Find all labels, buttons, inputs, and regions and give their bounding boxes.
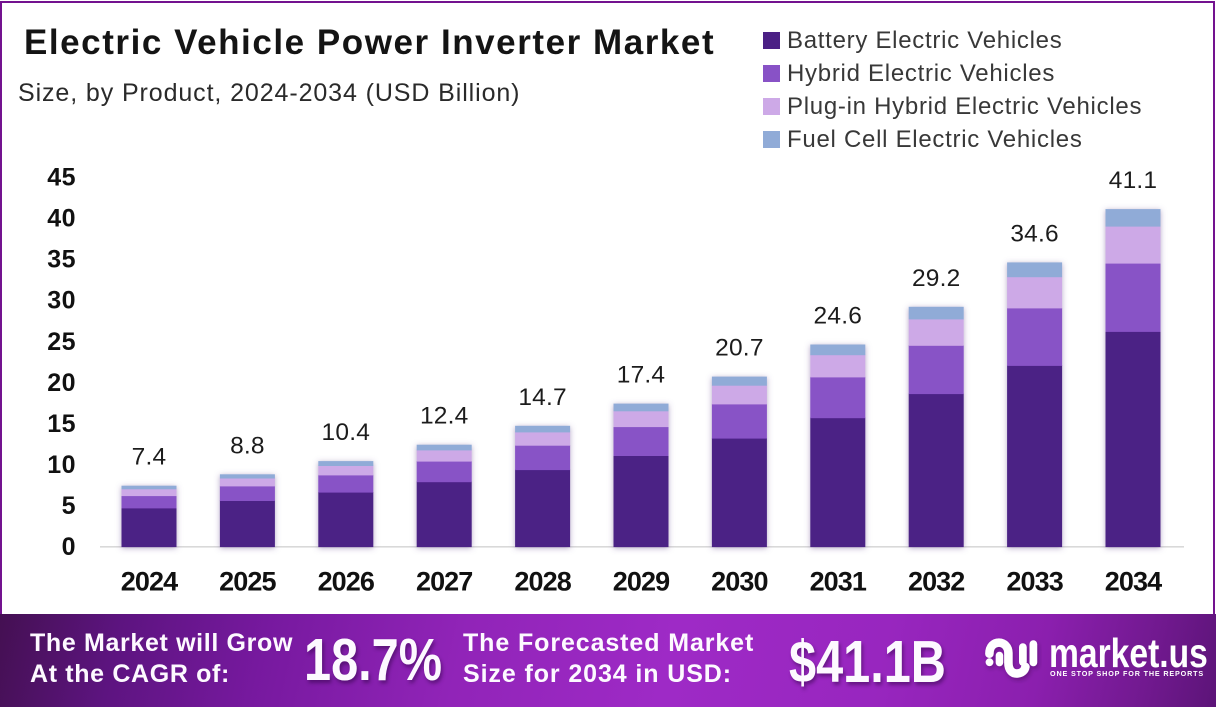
svg-text:2032: 2032 [908, 567, 964, 597]
svg-text:29.2: 29.2 [912, 265, 960, 292]
svg-text:34.6: 34.6 [1010, 220, 1058, 247]
svg-text:15: 15 [47, 410, 76, 438]
svg-text:20: 20 [47, 369, 76, 397]
svg-text:2027: 2027 [416, 567, 472, 597]
svg-text:2031: 2031 [810, 567, 867, 597]
svg-text:40: 40 [47, 205, 76, 233]
svg-text:12.4: 12.4 [420, 403, 468, 430]
svg-text:35: 35 [47, 246, 76, 274]
svg-text:2030: 2030 [711, 567, 767, 597]
svg-text:25: 25 [47, 328, 76, 356]
svg-text:0: 0 [62, 533, 76, 561]
svg-text:30: 30 [47, 287, 76, 315]
svg-text:41.1: 41.1 [1109, 167, 1157, 194]
svg-text:45: 45 [47, 164, 76, 192]
svg-text:20.7: 20.7 [715, 335, 763, 362]
svg-text:14.7: 14.7 [518, 384, 566, 411]
svg-text:2033: 2033 [1006, 567, 1063, 597]
svg-text:7.4: 7.4 [132, 444, 167, 471]
svg-text:10.4: 10.4 [322, 419, 370, 446]
svg-text:8.8: 8.8 [230, 432, 265, 459]
svg-text:2024: 2024 [121, 567, 178, 597]
svg-text:2029: 2029 [613, 567, 670, 597]
svg-text:2026: 2026 [318, 567, 375, 597]
svg-text:2025: 2025 [219, 567, 276, 597]
svg-text:5: 5 [62, 492, 76, 520]
svg-text:10: 10 [47, 451, 76, 479]
svg-text:2034: 2034 [1105, 567, 1162, 597]
svg-text:24.6: 24.6 [814, 303, 862, 330]
svg-text:17.4: 17.4 [617, 362, 665, 389]
svg-text:2028: 2028 [514, 567, 571, 597]
